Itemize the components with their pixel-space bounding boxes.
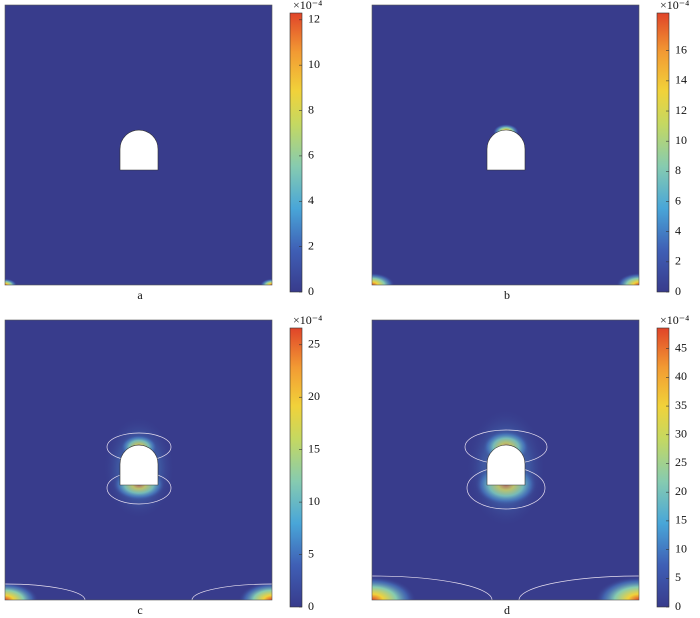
colorbar-scale-label: ×10⁻⁴ bbox=[293, 313, 322, 327]
tunnel bbox=[486, 129, 526, 171]
corner-hotspot bbox=[5, 582, 39, 600]
tunnel bbox=[486, 444, 526, 486]
corner-hotspot bbox=[5, 278, 17, 285]
colorbar-tick-label: 2 bbox=[308, 238, 314, 252]
colorbar-scale-label: ×10⁻⁴ bbox=[660, 0, 689, 12]
panel: a ×10⁻⁴ 0 2 4 6 8 10 12 bbox=[4, 0, 322, 302]
colorbar-tick-label: 15 bbox=[308, 441, 320, 455]
colorbar-tick-label: 14 bbox=[675, 73, 687, 87]
tunnel bbox=[119, 444, 159, 486]
corner-hotspot bbox=[260, 278, 272, 285]
caption: d bbox=[504, 603, 510, 617]
colorbar-tick-label: 15 bbox=[675, 513, 687, 527]
colorbar-tick-label: 25 bbox=[308, 337, 320, 351]
field bbox=[372, 320, 639, 600]
colorbar-tick-label: 0 bbox=[308, 599, 314, 613]
panel: c ×10⁻⁴ 0 5 10 15 20 25 bbox=[4, 313, 322, 617]
field-frame bbox=[4, 319, 273, 601]
colorbar bbox=[289, 12, 303, 293]
colorbar-tick-label: 12 bbox=[675, 103, 687, 117]
tunnel bbox=[119, 129, 159, 171]
field-frame bbox=[371, 319, 640, 601]
colorbar bbox=[289, 327, 303, 608]
colorbar-tick-label: 35 bbox=[675, 398, 687, 412]
colorbar-tick-label: 8 bbox=[675, 163, 681, 177]
colorbar-tick-label: 6 bbox=[308, 148, 314, 162]
colorbar-tick-label: 0 bbox=[675, 599, 681, 613]
colorbar-tick-label: 10 bbox=[675, 133, 687, 147]
panel: d ×10⁻⁴ 0 5 10 15 20 25 30 35 40 45 bbox=[371, 313, 689, 617]
colorbar-tick-label: 30 bbox=[675, 427, 687, 441]
colorbar bbox=[656, 12, 670, 293]
colorbar-scale-label: ×10⁻⁴ bbox=[293, 0, 322, 12]
colorbar-tick-label: 5 bbox=[308, 546, 314, 560]
colorbar-scale-label: ×10⁻⁴ bbox=[660, 313, 689, 327]
colorbar-tick-label: 20 bbox=[308, 389, 320, 403]
corner-hotspot bbox=[616, 272, 639, 285]
field-frame bbox=[371, 4, 640, 286]
colorbar-tick-label: 8 bbox=[308, 102, 314, 116]
corner-hotspot bbox=[372, 272, 395, 285]
colorbar-tick-label: 4 bbox=[308, 193, 314, 207]
panel: b ×10⁻⁴ 0 2 4 6 8 10 12 14 16 bbox=[371, 0, 689, 302]
colorbar-tick-label: 4 bbox=[675, 223, 681, 237]
colorbar-tick-label: 40 bbox=[675, 369, 687, 383]
colorbar-tick-label: 25 bbox=[675, 455, 687, 469]
colorbar-tick-label: 16 bbox=[675, 42, 687, 56]
caption: a bbox=[137, 288, 143, 302]
field-frame bbox=[4, 4, 273, 286]
colorbar-tick-label: 45 bbox=[675, 340, 687, 354]
corner-hotspot bbox=[594, 576, 639, 600]
colorbar-tick-label: 2 bbox=[675, 254, 681, 268]
colorbar-tick-label: 0 bbox=[308, 284, 314, 298]
colorbar-tick-label: 12 bbox=[308, 12, 320, 26]
colorbar bbox=[656, 327, 670, 608]
colorbar-tick-label: 10 bbox=[308, 494, 320, 508]
corner-hotspot bbox=[238, 582, 272, 600]
corner-hotspot bbox=[372, 576, 417, 600]
colorbar-tick-label: 0 bbox=[675, 284, 681, 298]
colorbar-tick-label: 10 bbox=[308, 57, 320, 71]
colorbar-tick-label: 5 bbox=[675, 570, 681, 584]
caption: c bbox=[137, 603, 142, 617]
colorbar-tick-label: 20 bbox=[675, 484, 687, 498]
colorbar-tick-label: 6 bbox=[675, 193, 681, 207]
caption: b bbox=[504, 288, 510, 302]
colorbar-tick-label: 10 bbox=[675, 541, 687, 555]
